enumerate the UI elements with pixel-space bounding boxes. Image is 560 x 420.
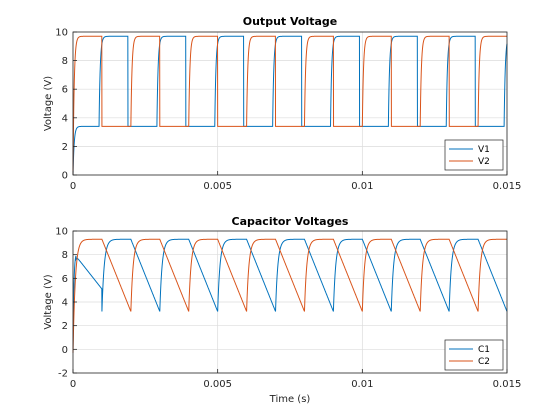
- y-tick-label: -2: [58, 369, 68, 380]
- y-tick-label: 0: [62, 345, 68, 356]
- series-line-c2: [72, 238, 507, 353]
- x-tick-label: 0.005: [203, 379, 232, 390]
- y-axis-label: Voltage (V): [43, 274, 54, 329]
- plot-area: [73, 32, 507, 175]
- legend-label: C1: [478, 345, 490, 355]
- x-tick-label: 0.01: [351, 379, 373, 390]
- y-tick-label: 6: [62, 85, 68, 96]
- y-tick-label: 8: [62, 56, 68, 67]
- series-line-c1: [72, 238, 508, 353]
- y-axis-label: Voltage (V): [43, 76, 54, 131]
- x-tick-label: 0: [70, 379, 76, 390]
- legend-label: V1: [478, 145, 490, 155]
- x-tick-label: 0.005: [203, 181, 232, 192]
- chart-title: Output Voltage: [243, 15, 338, 28]
- y-tick-label: 4: [62, 113, 68, 124]
- x-tick-label: 0.015: [493, 379, 522, 390]
- output-voltage-plot: 0 0.005 0.01 0.015 0 2 4 6 8 10 Output Voltage Vo…: [43, 15, 521, 192]
- legend-label: V2: [478, 157, 490, 167]
- legend-box: [444, 139, 504, 171]
- legend-label: C2: [478, 357, 490, 367]
- y-tick-label: 0: [62, 171, 68, 182]
- y-tick-label: 8: [62, 250, 68, 261]
- series-line-v2: [72, 35, 507, 176]
- y-tick-label: 2: [62, 321, 68, 332]
- axes-box: [72, 31, 508, 176]
- series-line-v1: [72, 35, 508, 176]
- y-tick-label: 6: [62, 274, 68, 285]
- x-axis-label: Time (s): [269, 394, 311, 405]
- x-tick-label: 0: [70, 181, 76, 192]
- x-tick-label: 0.015: [493, 181, 522, 192]
- x-tick-label: 0.01: [351, 181, 373, 192]
- legend-box: [444, 339, 504, 371]
- chart-title: Capacitor Voltages: [232, 215, 349, 228]
- y-tick-label: 10: [55, 28, 68, 39]
- y-tick-label: 10: [55, 227, 68, 238]
- y-tick-label: 4: [62, 298, 68, 309]
- y-tick-label: 2: [62, 142, 68, 153]
